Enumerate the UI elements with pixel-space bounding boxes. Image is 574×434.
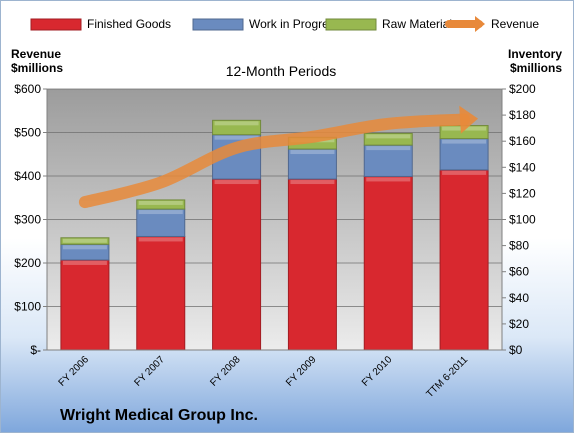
bar-segment-highlight — [442, 140, 486, 144]
right-tick-label: $100 — [509, 213, 536, 227]
right-tick-label: $0 — [509, 343, 523, 357]
bar-segment-highlight — [139, 237, 183, 241]
left-tick-label: $400 — [14, 169, 41, 183]
right-tick-label: $80 — [509, 239, 529, 253]
legend-label: Finished Goods — [87, 17, 171, 31]
legend-swatch — [193, 19, 243, 30]
bar-segment-highlight — [366, 177, 410, 181]
legend-swatch — [31, 19, 81, 30]
left-tick-label: $200 — [14, 256, 41, 270]
company-name: Wright Medical Group Inc. — [60, 407, 258, 424]
bar-segment-highlight — [215, 180, 259, 184]
legend-label: Revenue — [491, 17, 539, 31]
bar-segment-highlight — [366, 146, 410, 150]
bar-segment-highlight — [442, 171, 486, 175]
left-axis-title-line1: Revenue — [11, 47, 61, 61]
left-tick-label: $300 — [14, 213, 41, 227]
bar-segment-highlight — [139, 201, 183, 205]
left-axis-title-line2: $millions — [11, 61, 63, 75]
legend-swatch-arrow — [475, 16, 485, 32]
left-tick-label: $600 — [14, 82, 41, 96]
right-tick-label: $160 — [509, 134, 536, 148]
bar-segment-highlight — [63, 245, 107, 249]
bar-segment-highlight — [366, 134, 410, 138]
right-tick-label: $180 — [509, 108, 536, 122]
right-axis-title-line2: $millions — [510, 61, 562, 75]
x-tick-label: TTM 6-2011 — [424, 354, 470, 400]
bar-segment-finished-goods — [137, 236, 185, 350]
x-tick-label: FY 2010 — [360, 354, 395, 389]
x-tick-label: FY 2006 — [57, 354, 92, 389]
bar-segment-highlight — [215, 121, 259, 125]
chart-subtitle: 12-Month Periods — [226, 63, 337, 79]
x-tick-label: FY 2009 — [284, 354, 319, 389]
bar-segment-highlight — [290, 180, 334, 184]
x-tick-label: FY 2007 — [132, 354, 167, 389]
right-tick-label: $40 — [509, 291, 529, 305]
right-tick-label: $60 — [509, 265, 529, 279]
bar-segment-finished-goods — [61, 260, 109, 350]
bar-segment-finished-goods — [213, 179, 261, 350]
bar-segment-finished-goods — [440, 170, 488, 350]
left-tick-label: $- — [30, 343, 41, 357]
right-tick-label: $20 — [509, 317, 529, 331]
x-tick-label: FY 2008 — [208, 354, 243, 389]
right-tick-label: $140 — [509, 160, 536, 174]
bar-segment-finished-goods — [288, 179, 336, 350]
bar-segment-highlight — [63, 239, 107, 243]
right-tick-label: $120 — [509, 186, 536, 200]
left-tick-label: $500 — [14, 126, 41, 140]
bar-segment-highlight — [63, 261, 107, 265]
legend-swatch — [326, 19, 376, 30]
bar-segment-finished-goods — [364, 176, 412, 350]
bar-segment-highlight — [290, 150, 334, 154]
right-axis-title-line1: Inventory — [508, 47, 562, 61]
left-tick-label: $100 — [14, 300, 41, 314]
bar-segment-highlight — [139, 210, 183, 214]
right-tick-label: $200 — [509, 82, 536, 96]
